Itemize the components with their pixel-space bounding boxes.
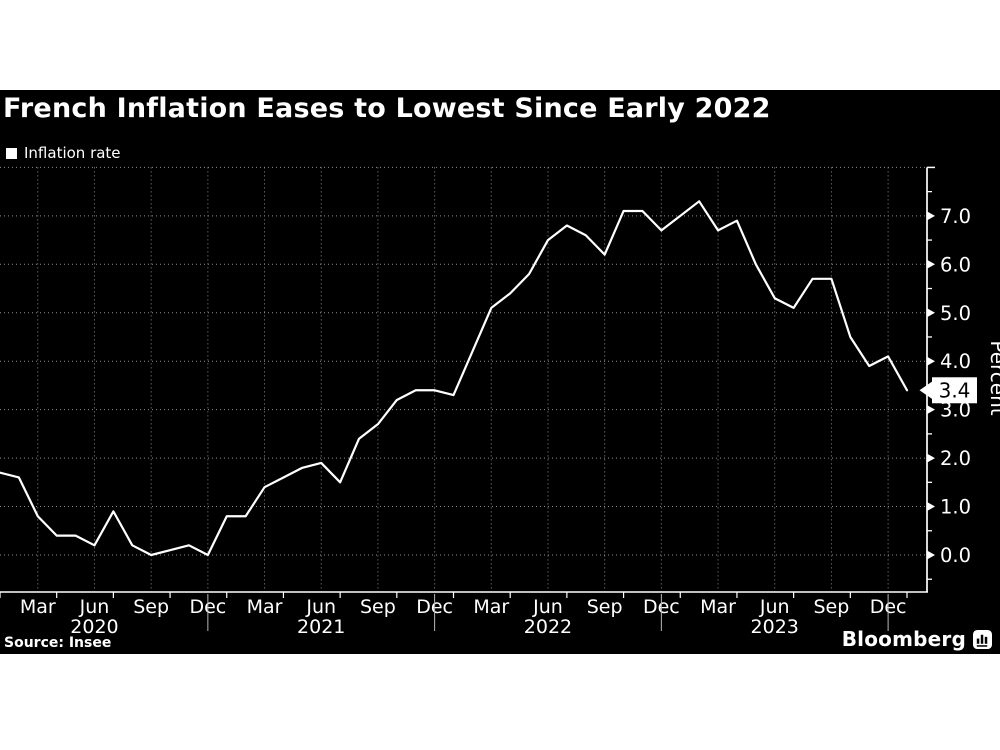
x-axis-year-label: 2022 [524, 616, 572, 638]
y-axis-tick-label: 5.0 [940, 302, 971, 325]
y-axis-tick-label: 4.0 [940, 350, 971, 373]
x-axis-year-label: 2023 [751, 616, 799, 638]
chart-canvas: 0.0 1.0 2.0 3.0 4.0 5.0 6.0 7.0 Percent Mar Jun Sep… [0, 166, 1000, 638]
x-axis-month-label: Sep [814, 596, 850, 618]
legend: Inflation rate [6, 144, 121, 162]
y-axis-tick-label: 2.0 [940, 447, 971, 470]
y-axis-tick-label: 0.0 [940, 544, 971, 567]
v-gridlines [37, 167, 889, 592]
source-caption: Source: Insee [4, 635, 112, 651]
y-axis: 0.0 1.0 2.0 3.0 4.0 5.0 6.0 7.0 Percent [926, 166, 1000, 592]
x-axis-year-label: 2020 [70, 616, 118, 638]
y-axis-tick-label: 1.0 [940, 496, 971, 519]
x-axis-year-label: 2021 [297, 616, 345, 638]
x-axis: Mar Jun Sep Dec Mar Jun Sep Dec Mar Jun Sep Dec Mar J… [0, 591, 928, 638]
current-value-label: 3.4 [939, 379, 971, 403]
y-axis-tick-label: 3.0 [940, 399, 971, 422]
bloomberg-logo: Bloomberg [842, 627, 992, 651]
x-axis-month-label: Mar [700, 596, 736, 618]
x-axis-month-label: Mar [473, 596, 509, 618]
y-axis-tick-label: 6.0 [940, 253, 971, 276]
current-value-badge: 3.4 [919, 377, 977, 404]
x-axis-month-label: Sep [133, 596, 169, 618]
legend-swatch-icon [6, 147, 17, 159]
y-axis-title: Percent [986, 340, 1000, 415]
chart-title: French Inflation Eases to Lowest Since E… [3, 93, 771, 124]
x-axis-month-label: Jun [759, 596, 790, 618]
x-axis-month-label: Sep [587, 596, 623, 618]
x-axis-month-label: Jun [79, 596, 110, 618]
x-axis-month-label: Sep [360, 596, 396, 618]
legend-label: Inflation rate [24, 144, 121, 162]
y-axis-tick-label: 7.0 [940, 205, 971, 228]
bloomberg-wordmark: Bloomberg [841, 627, 966, 651]
x-axis-month-label: Mar [20, 596, 56, 618]
x-axis-month-label: Jun [305, 596, 336, 618]
x-axis-month-label: Jun [532, 596, 563, 618]
h-gridlines [0, 166, 927, 556]
bloomberg-logo-icon [973, 629, 992, 649]
chart-panel: 0.0 1.0 2.0 3.0 4.0 5.0 6.0 7.0 Percent Mar Jun Sep… [0, 90, 1000, 654]
inflation-line [0, 200, 909, 557]
x-axis-month-label: Mar [247, 596, 283, 618]
